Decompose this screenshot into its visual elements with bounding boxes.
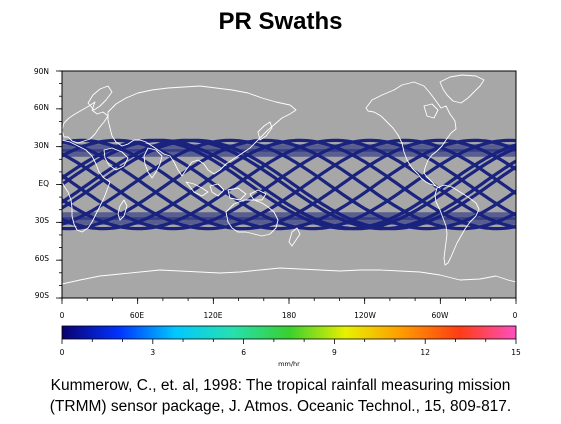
- lon-label: 60W: [432, 311, 450, 320]
- lon-label: 60E: [130, 311, 145, 320]
- lat-axis-labels: 90N 60N 30N EQ 30S 60S 90S: [34, 67, 49, 300]
- coast-india: [143, 147, 163, 179]
- coast-madagascar: [117, 199, 128, 221]
- colorbar-tick-label: 3: [150, 348, 155, 357]
- coast-japan: [257, 121, 273, 141]
- lat-label: 30N: [34, 141, 49, 150]
- coast-asia: [107, 85, 297, 177]
- coast-australia: [225, 199, 279, 237]
- lon-label: 120W: [354, 311, 376, 320]
- coast-greenland: [439, 74, 485, 104]
- coast-new-zealand: [288, 227, 301, 247]
- colorbar-tick-label: 6: [241, 348, 246, 357]
- map-background: [62, 71, 516, 298]
- coast-indonesia: [185, 181, 267, 201]
- colorbar-unit: mm/hr: [278, 360, 300, 368]
- colorbar-tick-label: 12: [420, 348, 430, 357]
- citation-line-1: Kummerow, C., et. al, 1998: The tropical…: [50, 377, 511, 394]
- coast-antarctica: [62, 267, 516, 285]
- colorbar-labels: 0 3 6 9 12 15 mm/hr: [60, 348, 521, 368]
- swath-band: [62, 217, 516, 225]
- citation-line-2: (TRMM) sensor package, J. Atmos. Oceanic…: [49, 398, 512, 415]
- swath-tracks: [62, 138, 516, 231]
- coast-south-america: [434, 184, 480, 266]
- coast-scandinavia: [87, 85, 113, 111]
- lat-label: 60N: [34, 103, 49, 112]
- colorbar-tick-label: 15: [511, 348, 521, 357]
- lon-axis-labels: 0 60E 120E 180 120W 60W 0: [60, 311, 518, 320]
- coast-hudson-bay: [423, 103, 439, 119]
- lat-label: 60S: [35, 254, 50, 263]
- colorbar-tick-label: 9: [332, 348, 337, 357]
- coast-africa: [62, 139, 111, 233]
- lat-label: 30S: [35, 216, 50, 225]
- lat-label: EQ: [38, 179, 49, 188]
- lon-label: 0: [60, 311, 65, 320]
- swath-track: [62, 138, 516, 231]
- swath-band: [62, 149, 516, 157]
- axis-ticks: [56, 70, 517, 304]
- coastlines: [62, 74, 516, 285]
- colorbar-tick-label: 0: [60, 348, 65, 357]
- swath-band: [62, 144, 516, 152]
- lat-label: 90S: [35, 291, 50, 300]
- coast-north-america: [365, 81, 457, 189]
- swath-track: [62, 138, 516, 231]
- lat-label: 90N: [34, 67, 49, 76]
- lon-label: 120E: [203, 311, 222, 320]
- lon-label: 180: [282, 311, 297, 320]
- swath-band: [62, 212, 516, 220]
- swath-track: [62, 138, 516, 231]
- colorbar-ticks: [61, 339, 517, 344]
- coast-arabia: [103, 147, 129, 171]
- lon-label: 0: [513, 311, 518, 320]
- citation: Kummerow, C., et. al, 1998: The tropical…: [10, 375, 551, 417]
- colorbar: [61, 325, 517, 340]
- page-title: PR Swaths: [218, 8, 343, 35]
